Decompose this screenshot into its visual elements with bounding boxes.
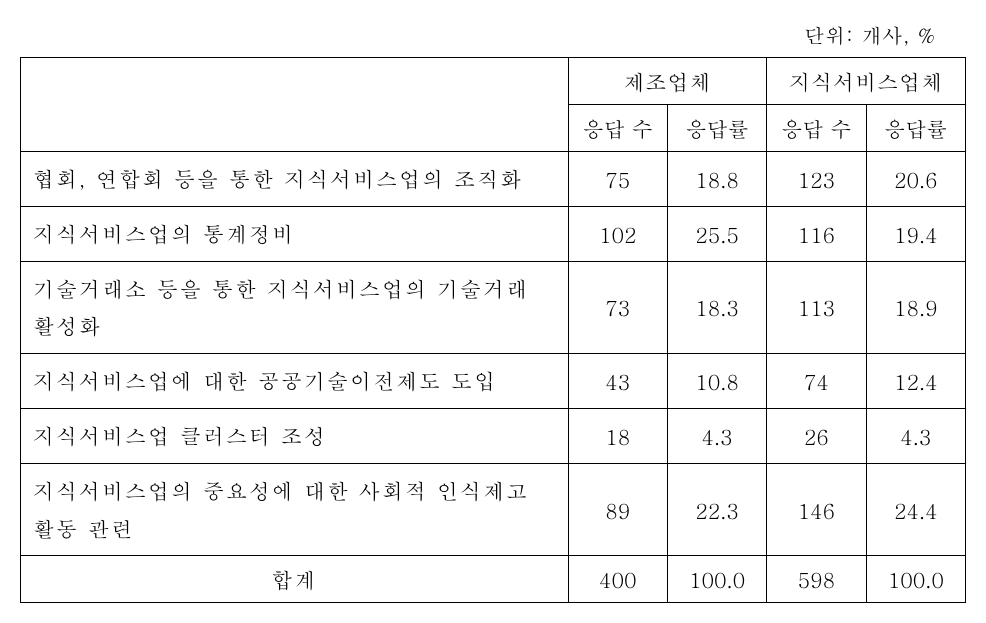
data-cell: 100.0 [667,556,766,603]
data-cell: 4.3 [667,408,766,463]
group-header-1: 제조업체 [568,58,767,105]
data-cell: 19.4 [866,206,965,261]
data-cell: 25.5 [667,206,766,261]
row-label: 지식서비스업에 대한 공공기술이전제도 도입 [21,354,569,409]
table-row: 기술거래소 등을 통한 지식서비스업의 기술거래 활성화 73 18.3 113… [21,261,966,354]
data-cell: 116 [767,206,866,261]
data-cell: 20.6 [866,152,965,207]
data-cell: 74 [767,354,866,409]
data-cell: 598 [767,556,866,603]
data-cell: 43 [568,354,667,409]
data-cell: 73 [568,261,667,354]
data-cell: 18.3 [667,261,766,354]
row-label: 지식서비스업의 중요성에 대한 사회적 인식제고 활동 관련 [21,463,569,556]
table-row: 지식서비스업의 중요성에 대한 사회적 인식제고 활동 관련 89 22.3 1… [21,463,966,556]
table-row: 지식서비스업에 대한 공공기술이전제도 도입 43 10.8 74 12.4 [21,354,966,409]
row-label: 기술거래소 등을 통한 지식서비스업의 기술거래 활성화 [21,261,569,354]
total-label: 합계 [21,556,569,603]
data-cell: 18.8 [667,152,766,207]
header-row-1: 제조업체 지식서비스업체 [21,58,966,105]
subheader-3: 응답 수 [767,105,866,152]
table-row: 지식서비스업의 통계정비 102 25.5 116 19.4 [21,206,966,261]
data-cell: 26 [767,408,866,463]
data-cell: 10.8 [667,354,766,409]
row-label: 협회, 연합회 등을 통한 지식서비스업의 조직화 [21,152,569,207]
subheader-4: 응답률 [866,105,965,152]
data-cell: 102 [568,206,667,261]
data-cell: 400 [568,556,667,603]
table-row: 협회, 연합회 등을 통한 지식서비스업의 조직화 75 18.8 123 20… [21,152,966,207]
data-cell: 123 [767,152,866,207]
data-cell: 18.9 [866,261,965,354]
total-row: 합계 400 100.0 598 100.0 [21,556,966,603]
blank-header [21,58,569,152]
data-cell: 24.4 [866,463,965,556]
table-row: 지식서비스업 클러스터 조성 18 4.3 26 4.3 [21,408,966,463]
data-cell: 113 [767,261,866,354]
data-cell: 75 [568,152,667,207]
row-label: 지식서비스업의 통계정비 [21,206,569,261]
data-cell: 18 [568,408,667,463]
data-cell: 4.3 [866,408,965,463]
data-cell: 22.3 [667,463,766,556]
data-table: 제조업체 지식서비스업체 응답 수 응답률 응답 수 응답률 협회, 연합회 등… [20,57,966,603]
subheader-2: 응답률 [667,105,766,152]
row-label: 지식서비스업 클러스터 조성 [21,408,569,463]
data-cell: 100.0 [866,556,965,603]
group-header-2: 지식서비스업체 [767,58,966,105]
unit-label: 단위: 개사, % [20,20,966,49]
data-cell: 89 [568,463,667,556]
data-cell: 12.4 [866,354,965,409]
data-cell: 146 [767,463,866,556]
subheader-1: 응답 수 [568,105,667,152]
